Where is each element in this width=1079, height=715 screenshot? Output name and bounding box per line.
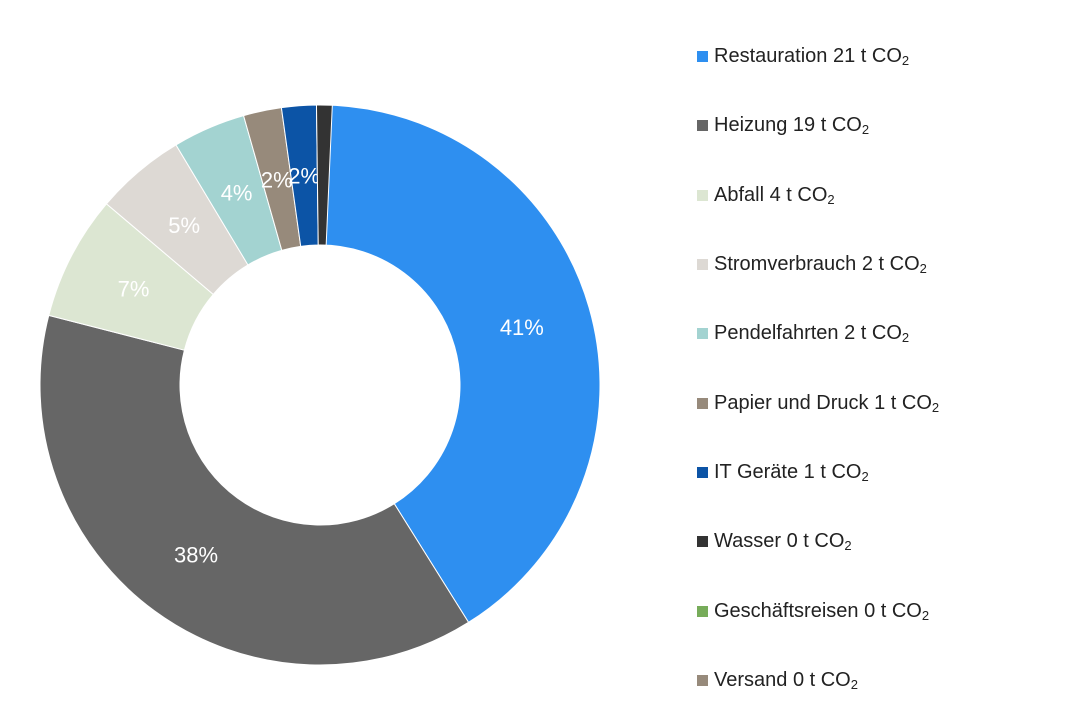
legend-swatch	[697, 51, 708, 63]
legend-item-8: Geschäftsreisen 0 t CO2	[697, 576, 1067, 645]
legend-item-2: Abfall 4 t CO2	[697, 161, 1067, 230]
donut-slice-0	[319, 104, 601, 624]
donut-slice-7	[315, 104, 333, 246]
legend-item-1: Heizung 19 t CO2	[697, 91, 1067, 160]
chart-legend: Restauration 21 t CO2 Heizung 19 t CO2 Abf…	[697, 22, 1067, 715]
legend-item-4: Pendelfahrten 2 t CO2	[697, 299, 1067, 368]
legend-label: Geschäftsreisen 0 t CO2	[714, 599, 930, 623]
legend-item-3: Stromverbrauch 2 t CO2	[697, 230, 1067, 299]
legend-label: Restauration 21 t CO2	[714, 45, 910, 69]
legend-swatch	[697, 328, 708, 340]
legend-item-0: Restauration 21 t CO2	[697, 22, 1067, 91]
legend-swatch	[697, 536, 708, 548]
donut-slice-1	[39, 314, 470, 666]
legend-label: Papier und Druck 1 t CO2	[714, 391, 940, 415]
legend-swatch	[697, 466, 708, 478]
legend-label: Pendelfahrten 2 t CO2	[714, 322, 910, 346]
slice-percent-label-5: 2%	[261, 167, 293, 192]
legend-swatch	[697, 120, 708, 132]
legend-label: Versand 0 t CO2	[714, 668, 858, 692]
slice-percent-label-3: 5%	[168, 213, 200, 238]
legend-swatch	[697, 397, 708, 409]
legend-item-7: Wasser 0 t CO2	[697, 507, 1067, 576]
legend-label: Abfall 4 t CO2	[714, 183, 835, 207]
slice-percent-label-6: 2%	[288, 164, 320, 189]
legend-label: Stromverbrauch 2 t CO2	[714, 253, 927, 277]
legend-swatch	[697, 605, 708, 617]
slice-percent-label-1: 38%	[174, 543, 218, 568]
legend-label: Heizung 19 t CO2	[714, 114, 870, 138]
legend-item-5: Papier und Druck 1 t CO2	[697, 368, 1067, 437]
legend-label: IT Geräte 1 t CO2	[714, 460, 869, 484]
legend-swatch	[697, 674, 708, 686]
legend-item-6: IT Geräte 1 t CO2	[697, 438, 1067, 507]
legend-swatch	[697, 189, 708, 201]
slice-percent-label-4: 4%	[221, 180, 253, 205]
legend-swatch	[697, 259, 708, 271]
slice-percent-label-2: 7%	[118, 276, 150, 301]
legend-label: Wasser 0 t CO2	[714, 530, 852, 554]
legend-item-9: Versand 0 t CO2	[697, 646, 1067, 715]
slice-percent-label-0: 41%	[500, 315, 544, 340]
